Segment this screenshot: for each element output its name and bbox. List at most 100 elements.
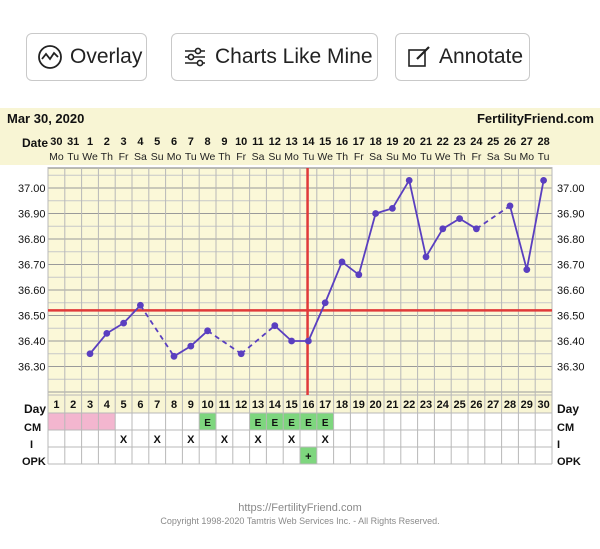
intercourse-row-label-left: I: [30, 439, 33, 451]
intercourse-mark: X: [154, 434, 162, 446]
date-label: 8: [205, 136, 211, 148]
date-label: 20: [403, 136, 415, 148]
date-label: 27: [521, 136, 533, 148]
date-label: 7: [188, 136, 194, 148]
day-number-label: 1: [53, 399, 59, 411]
day-number-label: 30: [537, 399, 549, 411]
temp-line-segment: [425, 228, 444, 258]
temp-point: [456, 215, 463, 222]
weekday-label: Th: [336, 151, 348, 163]
temp-point: [86, 350, 94, 358]
opk-row-label-left: OPK: [22, 456, 46, 468]
day-number-label: 10: [201, 399, 213, 411]
footer-url: https://FertilityFriend.com: [238, 502, 361, 514]
day-number-label: 24: [437, 399, 450, 411]
temp-point: [120, 319, 127, 327]
date-label: 9: [221, 136, 227, 148]
y-tick-label-right: 36.70: [557, 260, 585, 272]
day-number-label: 28: [504, 399, 516, 411]
day-number-label: 14: [269, 399, 282, 411]
opk-positive-cell: [300, 447, 317, 464]
temp-point: [137, 301, 144, 309]
intercourse-mark: X: [221, 434, 229, 446]
date-label: 19: [386, 136, 398, 148]
y-tick-label-left: 36.30: [18, 362, 46, 374]
charts-like-mine-button[interactable]: Charts Like Mine: [171, 33, 378, 81]
date-label: 16: [336, 136, 348, 148]
date-label: 14: [302, 136, 315, 148]
date-label: 21: [420, 136, 432, 148]
overlay-button[interactable]: Overlay: [26, 33, 147, 81]
edit-icon: [406, 44, 432, 70]
y-tick-label-left: 36.90: [18, 209, 46, 221]
temp-line-segment: [324, 261, 343, 304]
temp-point: [389, 205, 396, 212]
temp-point: [372, 210, 379, 217]
temp-point: [187, 342, 195, 350]
temp-line-segment: [89, 332, 108, 355]
date-label: 31: [67, 136, 79, 148]
weekday-label: Mo: [167, 151, 182, 163]
day-number-label: 25: [453, 399, 465, 411]
annotate-label: Annotate: [439, 45, 524, 68]
fertility-chart: Mar 30, 2020 FertilityFriend.com Date Da…: [0, 108, 600, 549]
temp-point: [540, 176, 547, 184]
weekday-label: Fr: [471, 151, 481, 163]
day-number-label: 26: [470, 399, 482, 411]
weekday-label: Sa: [369, 151, 382, 163]
day-number-label: 9: [188, 399, 194, 411]
y-tick-label-left: 36.50: [18, 311, 46, 323]
date-label: 6: [171, 136, 177, 148]
weekday-label: Fr: [236, 151, 246, 163]
y-tick-label-right: 36.30: [557, 362, 585, 374]
cm-menstrual-cell: [48, 413, 65, 430]
date-label: 17: [353, 136, 365, 148]
weekday-label: Su: [386, 151, 399, 163]
y-tick-label-left: 36.40: [18, 336, 46, 348]
annotate-button[interactable]: Annotate: [395, 33, 530, 81]
day-number-label: 7: [154, 399, 160, 411]
day-number-label: 5: [121, 399, 127, 411]
temp-point: [523, 266, 531, 273]
weekday-label: Th: [218, 151, 230, 163]
day-number-label: 23: [420, 399, 432, 411]
date-label: 3: [121, 136, 127, 148]
opk-mark: +: [305, 451, 311, 463]
date-label: 28: [537, 136, 549, 148]
date-label: 23: [453, 136, 465, 148]
weekday-label: Th: [101, 151, 113, 163]
overlay-label: Overlay: [70, 45, 143, 68]
cm-menstrual-cell: [64, 413, 82, 430]
temp-line-segment: [391, 179, 410, 209]
temp-line-dashed: [207, 330, 242, 355]
cm-row-label-right: CM: [557, 422, 574, 434]
day-number-label: 11: [219, 399, 231, 411]
intercourse-mark: X: [322, 434, 330, 446]
y-tick-label-right: 36.60: [557, 285, 585, 297]
sliders-icon: [182, 44, 208, 70]
day-number-label: 19: [353, 399, 365, 411]
date-label: 25: [487, 136, 499, 148]
weekday-label: We: [200, 151, 216, 163]
chart-date: Mar 30, 2020: [7, 111, 84, 126]
day-row-label-left: Day: [24, 402, 46, 416]
temp-line-dashed: [139, 304, 175, 357]
weekday-label: Tu: [420, 151, 432, 163]
temp-point: [405, 176, 413, 184]
date-label: 13: [285, 136, 297, 148]
date-row-label: Date: [22, 136, 48, 150]
temp-line-segment: [525, 180, 545, 270]
day-number-label: 6: [137, 399, 143, 411]
cm-egg-white-cell: [266, 413, 284, 430]
cm-menstrual-cell: [98, 413, 116, 430]
date-label: 15: [319, 136, 331, 148]
date-label: 1: [87, 136, 93, 148]
weekday-label: Tu: [538, 151, 550, 163]
temp-point: [439, 225, 447, 233]
temp-point: [422, 253, 430, 261]
day-number-label: 2: [70, 399, 76, 411]
weekday-label: Mo: [402, 151, 417, 163]
date-label: 30: [50, 136, 62, 148]
weekday-label: Su: [504, 151, 517, 163]
date-label: 10: [235, 136, 247, 148]
